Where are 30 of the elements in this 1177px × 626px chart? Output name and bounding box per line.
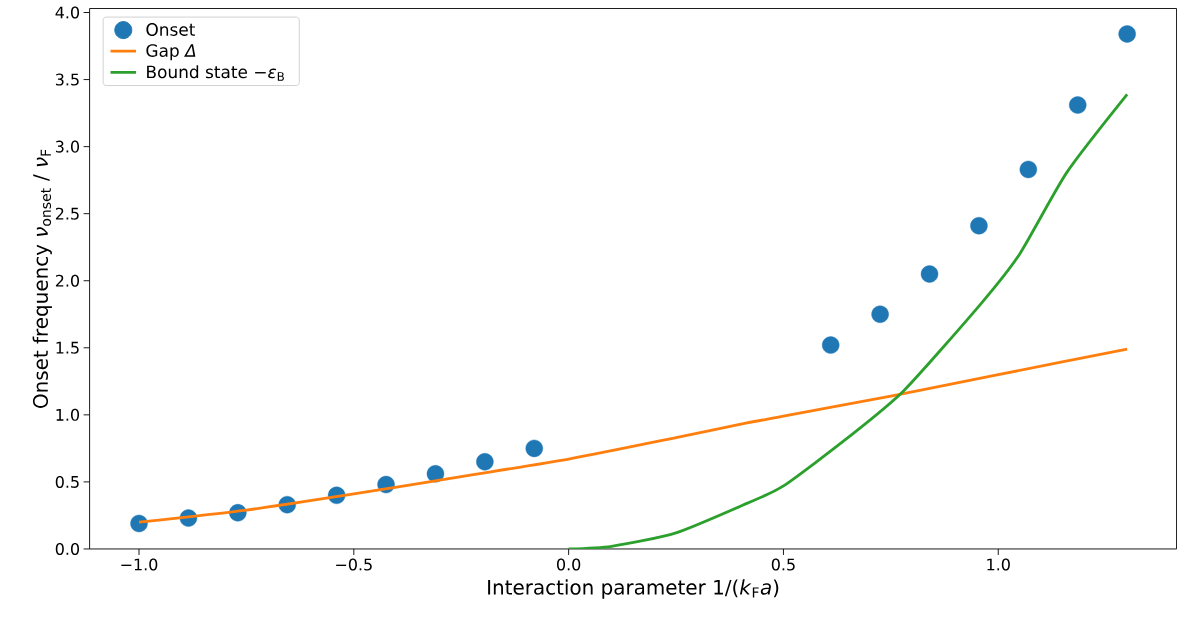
x-tick-label: 0.5 <box>771 558 795 571</box>
y-tick-label: 3.5 <box>55 73 79 86</box>
line-series <box>567 92 1129 549</box>
y-axis-title: Onset frequency ν$_{onset}$ / ν$_{F}$ <box>32 149 52 408</box>
x-tick-label: −1.0 <box>121 558 158 571</box>
y-tick-label: 0.5 <box>55 475 79 488</box>
x-tick-label: 0.0 <box>557 558 581 571</box>
point <box>822 336 840 354</box>
x-axis-title: Interaction parameter 1/(k$_{F}$a) <box>488 579 779 599</box>
point <box>525 439 543 458</box>
legend-label: Bound state −ε$_{B}$ <box>147 65 284 81</box>
y-tick-label: 2.5 <box>55 207 79 220</box>
y-tick-label: 2.0 <box>55 274 80 287</box>
point <box>476 453 494 471</box>
point <box>970 217 988 235</box>
point <box>1019 160 1038 179</box>
point <box>871 305 889 323</box>
point <box>426 465 445 483</box>
point <box>1069 96 1087 114</box>
y-tick-label: 3.0 <box>55 140 80 153</box>
x-tick-label: −0.5 <box>336 558 372 571</box>
point <box>1118 25 1136 43</box>
y-tick-label: 4.0 <box>55 6 80 19</box>
point <box>920 265 939 283</box>
legend-label: Onset <box>146 23 195 36</box>
y-tick-label: 1.0 <box>56 408 80 421</box>
legend-label: Gap Δ <box>146 44 196 61</box>
y-tick-label: 1.5 <box>56 341 79 354</box>
y-tick-label: 0.0 <box>55 542 80 555</box>
x-tick-label: 1.0 <box>987 558 1010 571</box>
